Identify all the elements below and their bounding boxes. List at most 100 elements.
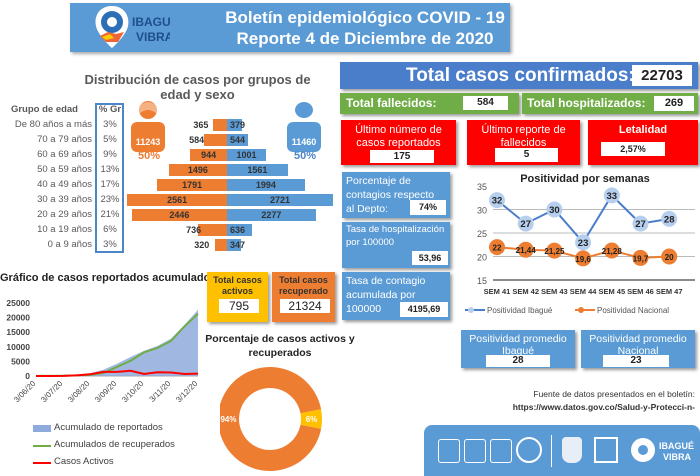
positivity-ibague-value: 28 [486, 355, 550, 367]
footer-logos: IBAGUÉ VIBRA [424, 425, 700, 476]
female-bar: 320 [194, 239, 227, 251]
last-deaths-card: Último reporte de fallecidos 5 [467, 120, 580, 165]
age-group-pct: 3% [103, 239, 117, 250]
data-label: 27 [520, 219, 531, 230]
certification-logo-icon [490, 439, 512, 463]
y-tick-label: 25000 [6, 298, 30, 308]
data-label: 32 [492, 196, 503, 207]
donut-label: 94% [220, 415, 236, 424]
recovered-cases-value: 21324 [280, 299, 330, 313]
coat-of-arms-icon [562, 437, 582, 463]
last-cases-card: Último número de casos reportados 175 [341, 120, 456, 165]
y-tick-label: 15000 [6, 327, 30, 337]
y-tick-label: 35 [477, 182, 487, 192]
active-cases-label: Total casos activos [213, 275, 262, 296]
y-tick-label: 30 [477, 206, 487, 216]
data-point [575, 250, 592, 267]
x-tick-label: SEM 42 [512, 287, 539, 296]
x-tick-label: 3/06/20 [12, 379, 38, 405]
hospitalized-label: Total hospitalizados: [527, 96, 646, 110]
data-source-label: Fuente de datos presentados en el boletí… [533, 389, 695, 399]
x-tick-label: 3/10/20 [120, 379, 146, 405]
age-group-pct: 13% [100, 164, 120, 175]
x-tick-label: 3/12/20 [174, 379, 200, 405]
total-confirmed-label: Total casos confirmados: [406, 65, 635, 86]
seal-icon [516, 437, 542, 463]
male-total: 11460 [291, 137, 317, 147]
male-bar: 636 [227, 224, 252, 236]
male-bar: 1561 [227, 164, 288, 176]
certification-logo-icon [438, 439, 460, 463]
recovered-cases-card: Total casos recuperado 21324 [272, 272, 335, 322]
positivity-nacional-value: 23 [603, 355, 669, 367]
recovered-cases-label: Total casos recuperado [278, 275, 329, 296]
last-cases-label: Último número de casos reportados [355, 124, 442, 149]
male-bar: 2277 [227, 209, 316, 221]
age-group-pct: 23% [100, 194, 120, 205]
positivity-nacional-card: Positividad promedio Nacional 23 [581, 330, 695, 368]
data-point [632, 249, 649, 266]
pyramid-title: Distribución de casos por grupos de edad… [55, 72, 340, 102]
positivity-chart: 15 20 25 30 35 SEM 41 SEM 42 SEM 43 SEM 44 SEM 45… [465, 182, 695, 315]
x-tick-label: 3/09/20 [93, 379, 119, 405]
hospitalized-value: 269 [654, 96, 694, 111]
age-group-label: 70 a 79 años [37, 134, 92, 145]
deaths-value: 584 [463, 96, 508, 110]
data-label: 19,6 [575, 255, 591, 264]
age-group-pct: 9% [103, 149, 117, 160]
last-cases-value: 175 [370, 150, 434, 163]
x-tick-label: SEM 41 [484, 287, 511, 296]
age-group-pct: 3% [103, 119, 117, 130]
donut-label: 6% [306, 415, 318, 424]
lethality-card: Letalidad 2,57% [588, 120, 698, 165]
hosp-rate-card: Tasa de hospitalización por 100000 53,96 [342, 222, 450, 268]
pct-column-box [95, 103, 124, 253]
data-point [517, 241, 534, 258]
age-group-pct: 17% [100, 179, 120, 190]
data-source-url[interactable]: https://www.datos.gov.co/Salud-y-Protecc… [512, 402, 695, 412]
legend-label: Casos Activos [54, 456, 114, 467]
age-group-pct: 21% [100, 209, 120, 220]
svg-text:IBAGUÉ: IBAGUÉ [659, 441, 694, 451]
legend-label: Acumulados de recuperados [54, 439, 175, 450]
male-bar: 1001 [227, 149, 266, 161]
positivity-ibague-label: Positividad promedio Ibagué [469, 333, 567, 357]
hospitalized-card: Total hospitalizados: 269 [522, 93, 698, 114]
last-deaths-label: Último reporte de fallecidos [481, 124, 566, 149]
divider [551, 435, 552, 467]
legend-item: Casos Activos [33, 456, 213, 470]
header-banner: IBAGUÉ VIBRA Boletín epidemiológico COVI… [70, 3, 510, 52]
svg-text:IBAGUÉ: IBAGUÉ [132, 14, 170, 29]
deaths-card: Total fallecidos: 584 [340, 93, 519, 114]
total-confirmed-value: 22703 [632, 65, 692, 86]
age-column-header: Grupo de edad [10, 104, 78, 115]
data-label: 21,28 [602, 247, 623, 256]
y-tick-label: 10000 [6, 342, 30, 352]
positivity-nacional-label: Positividad promedio Nacional [589, 333, 687, 357]
data-label: 21,44 [516, 246, 537, 255]
svg-text:VIBRA: VIBRA [136, 30, 170, 44]
data-point [517, 215, 534, 232]
data-label: 22 [493, 244, 502, 253]
data-point [489, 239, 505, 256]
y-tick-label: 20000 [6, 313, 30, 323]
hosp-rate-value: 53,96 [412, 251, 448, 265]
legend-label: Positividad Ibagué [487, 306, 553, 315]
data-point [661, 210, 678, 227]
contagion-rate-value: 4195,69 [400, 302, 448, 317]
data-point [546, 201, 563, 218]
conservatory-logo-icon [594, 437, 618, 463]
report-date: Reporte 4 de Diciembre de 2020 [236, 29, 494, 48]
legend-marker [468, 307, 474, 313]
donut-chart: 94% 6% [220, 367, 322, 471]
female-bar: 365 [193, 119, 227, 131]
data-point [632, 215, 649, 232]
male-bar: 2721 [227, 194, 333, 206]
y-tick-label: 25 [477, 229, 487, 239]
bulletin-title: Boletín epidemiológico COVID - 19 [225, 8, 505, 27]
female-bar: 944 [190, 149, 227, 161]
line-activos [35, 369, 199, 377]
female-bar: 1791 [157, 179, 227, 191]
hosp-rate-label: Tasa de hospitalización por 100000 [346, 224, 445, 248]
